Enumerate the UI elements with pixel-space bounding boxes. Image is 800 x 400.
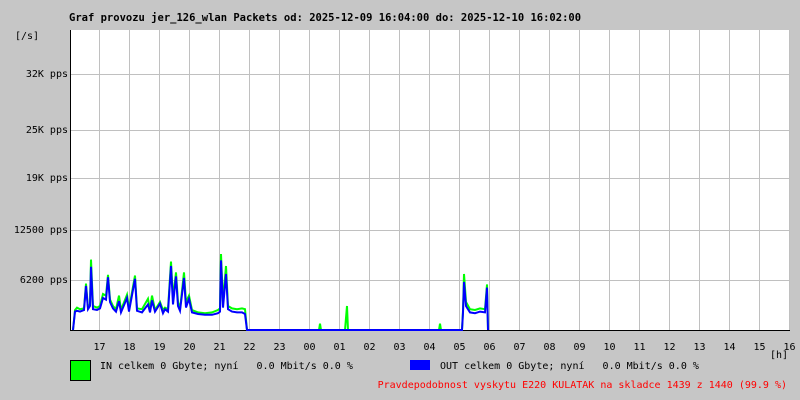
x-tick-label: 18: [123, 342, 136, 353]
x-tick-label: 09: [573, 342, 586, 353]
x-tick-label: 15: [753, 342, 766, 353]
x-tick-label: 23: [273, 342, 286, 353]
x-tick-label: 17: [93, 342, 106, 353]
x-tick-label: 06: [483, 342, 496, 353]
x-tick-label: 14: [723, 342, 736, 353]
x-tick-label: 00: [303, 342, 316, 353]
probability-note: Pravdepodobnost vyskytu E220 KULATAK na …: [377, 380, 787, 391]
chart-title: Graf provozu jer_126_wlan Packets od: 20…: [69, 12, 582, 24]
x-tick-label: 13: [693, 342, 706, 353]
x-tick-label: 21: [213, 342, 226, 353]
x-axis-unit: [h]: [770, 350, 789, 361]
y-tick-label: 6200 pps: [19, 274, 68, 286]
y-tick-label: 25K pps: [25, 124, 68, 136]
x-tick-label: 16: [783, 342, 796, 353]
y-tick-label: 12500 pps: [13, 224, 68, 236]
in-legend-swatch: [70, 360, 91, 381]
x-tick-label: 07: [513, 342, 526, 353]
x-tick-label: 05: [453, 342, 466, 353]
series-out-line: [72, 260, 489, 331]
in-legend-text: IN celkem 0 Gbyte; nyní 0.0 Mbit/s 0.0 %: [100, 361, 353, 372]
x-tick-label: 11: [633, 342, 646, 353]
x-tick-label: 03: [393, 342, 406, 353]
y-tick-label: 19K pps: [25, 172, 68, 184]
x-tick-label: 20: [183, 342, 196, 353]
x-tick-label: 04: [423, 342, 436, 353]
y-axis-unit: [/s]: [15, 31, 40, 42]
out-legend-text: OUT celkem 0 Gbyte; nyní 0.0 Mbit/s 0.0 …: [440, 361, 699, 372]
x-tick-label: 10: [603, 342, 616, 353]
x-tick-label: 22: [243, 342, 256, 353]
x-tick-label: 19: [153, 342, 166, 353]
x-tick-label: 08: [543, 342, 556, 353]
out-legend-swatch: [410, 360, 430, 370]
x-tick-label: 12: [663, 342, 676, 353]
y-tick-label: 32K pps: [25, 68, 68, 80]
x-tick-label: 02: [363, 342, 376, 353]
x-tick-label: 01: [333, 342, 346, 353]
